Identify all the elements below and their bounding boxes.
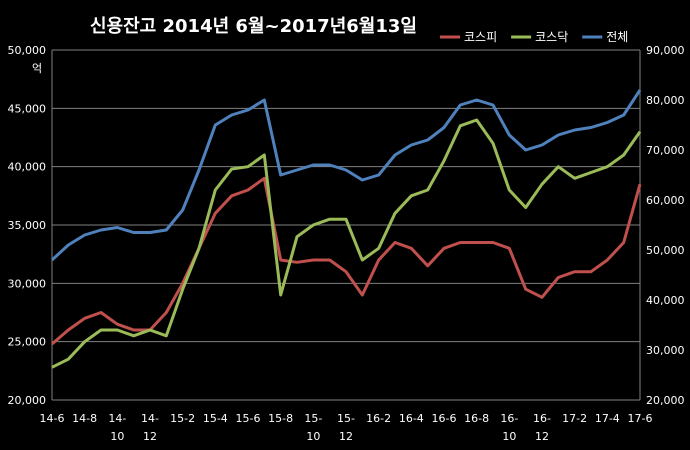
legend: 코스피 코스닥 전체 bbox=[440, 30, 628, 44]
right-tick-label: 70,000 bbox=[646, 144, 685, 157]
x-tick-label-line2: 10 bbox=[110, 430, 124, 443]
left-tick-label: 45,000 bbox=[8, 102, 47, 115]
x-tick-label: 16-2 bbox=[366, 412, 391, 425]
right-tick-label: 80,000 bbox=[646, 94, 685, 107]
x-tick-label: 16-6 bbox=[432, 412, 457, 425]
chart-title: 신용잔고 2014년 6월~2017년6월13일 bbox=[90, 16, 417, 37]
x-tick-label: 16-8 bbox=[464, 412, 489, 425]
x-tick-label: 17-6 bbox=[628, 412, 653, 425]
left-tick-label: 25,000 bbox=[8, 336, 47, 349]
legend-label: 코스피 bbox=[464, 30, 497, 44]
left-tick-label: 20,000 bbox=[8, 394, 47, 407]
right-tick-label: 20,000 bbox=[646, 394, 685, 407]
x-tick-label: 14-8 bbox=[72, 412, 97, 425]
x-tick-label-line2: 10 bbox=[502, 430, 516, 443]
right-tick-label: 30,000 bbox=[646, 344, 685, 357]
x-tick-label: 15-4 bbox=[203, 412, 228, 425]
right-tick-label: 50,000 bbox=[646, 244, 685, 257]
left-y-axis: 20,000 25,000 30,000 35,000 40,000 45,000 50,0… bbox=[8, 44, 53, 407]
x-tick-label-line2: 10 bbox=[306, 430, 320, 443]
left-axis-unit-label: 억 bbox=[32, 62, 42, 75]
left-tick-label: 40,000 bbox=[8, 161, 47, 174]
left-tick-label: 30,000 bbox=[8, 277, 47, 290]
x-tick-label: 14- bbox=[141, 412, 159, 425]
x-tick-label: 14-6 bbox=[40, 412, 65, 425]
legend-label: 코스닥 bbox=[535, 30, 568, 44]
x-tick-label-line2: 12 bbox=[535, 430, 549, 443]
x-tick-label: 17-2 bbox=[562, 412, 587, 425]
x-tick-label: 17-4 bbox=[595, 412, 620, 425]
x-tick-label: 16-4 bbox=[399, 412, 424, 425]
x-tick-label: 15-2 bbox=[170, 412, 195, 425]
x-tick-label: 16- bbox=[533, 412, 551, 425]
right-tick-label: 90,000 bbox=[646, 44, 685, 57]
right-tick-label: 40,000 bbox=[646, 294, 685, 307]
left-tick-label: 50,000 bbox=[8, 44, 47, 57]
series-line-코스피 bbox=[51, 176, 642, 346]
x-tick-label: 15-6 bbox=[236, 412, 261, 425]
x-tick-label: 15- bbox=[304, 412, 322, 425]
series-lines bbox=[50, 89, 642, 369]
series-line-전체 bbox=[50, 89, 642, 262]
x-tick-label: 16- bbox=[500, 412, 518, 425]
grid-lines bbox=[52, 49, 640, 401]
series-line-코스닥 bbox=[51, 118, 642, 369]
right-tick-label: 60,000 bbox=[646, 194, 685, 207]
x-tick-label-line2: 12 bbox=[339, 430, 353, 443]
left-tick-label: 35,000 bbox=[8, 219, 47, 232]
x-tick-label: 14- bbox=[108, 412, 126, 425]
x-tick-label: 15- bbox=[337, 412, 355, 425]
legend-label: 전체 bbox=[606, 30, 628, 44]
x-tick-label-line2: 12 bbox=[143, 430, 157, 443]
x-tick-label: 15-8 bbox=[268, 412, 293, 425]
right-y-axis: 20,000 30,000 40,000 50,000 60,000 70,000 80,0… bbox=[639, 44, 685, 407]
x-axis: 14-6 14-8 14- 10 14- 12 15-2 15-4 15-6 15-8 15- 10 1… bbox=[40, 412, 653, 443]
